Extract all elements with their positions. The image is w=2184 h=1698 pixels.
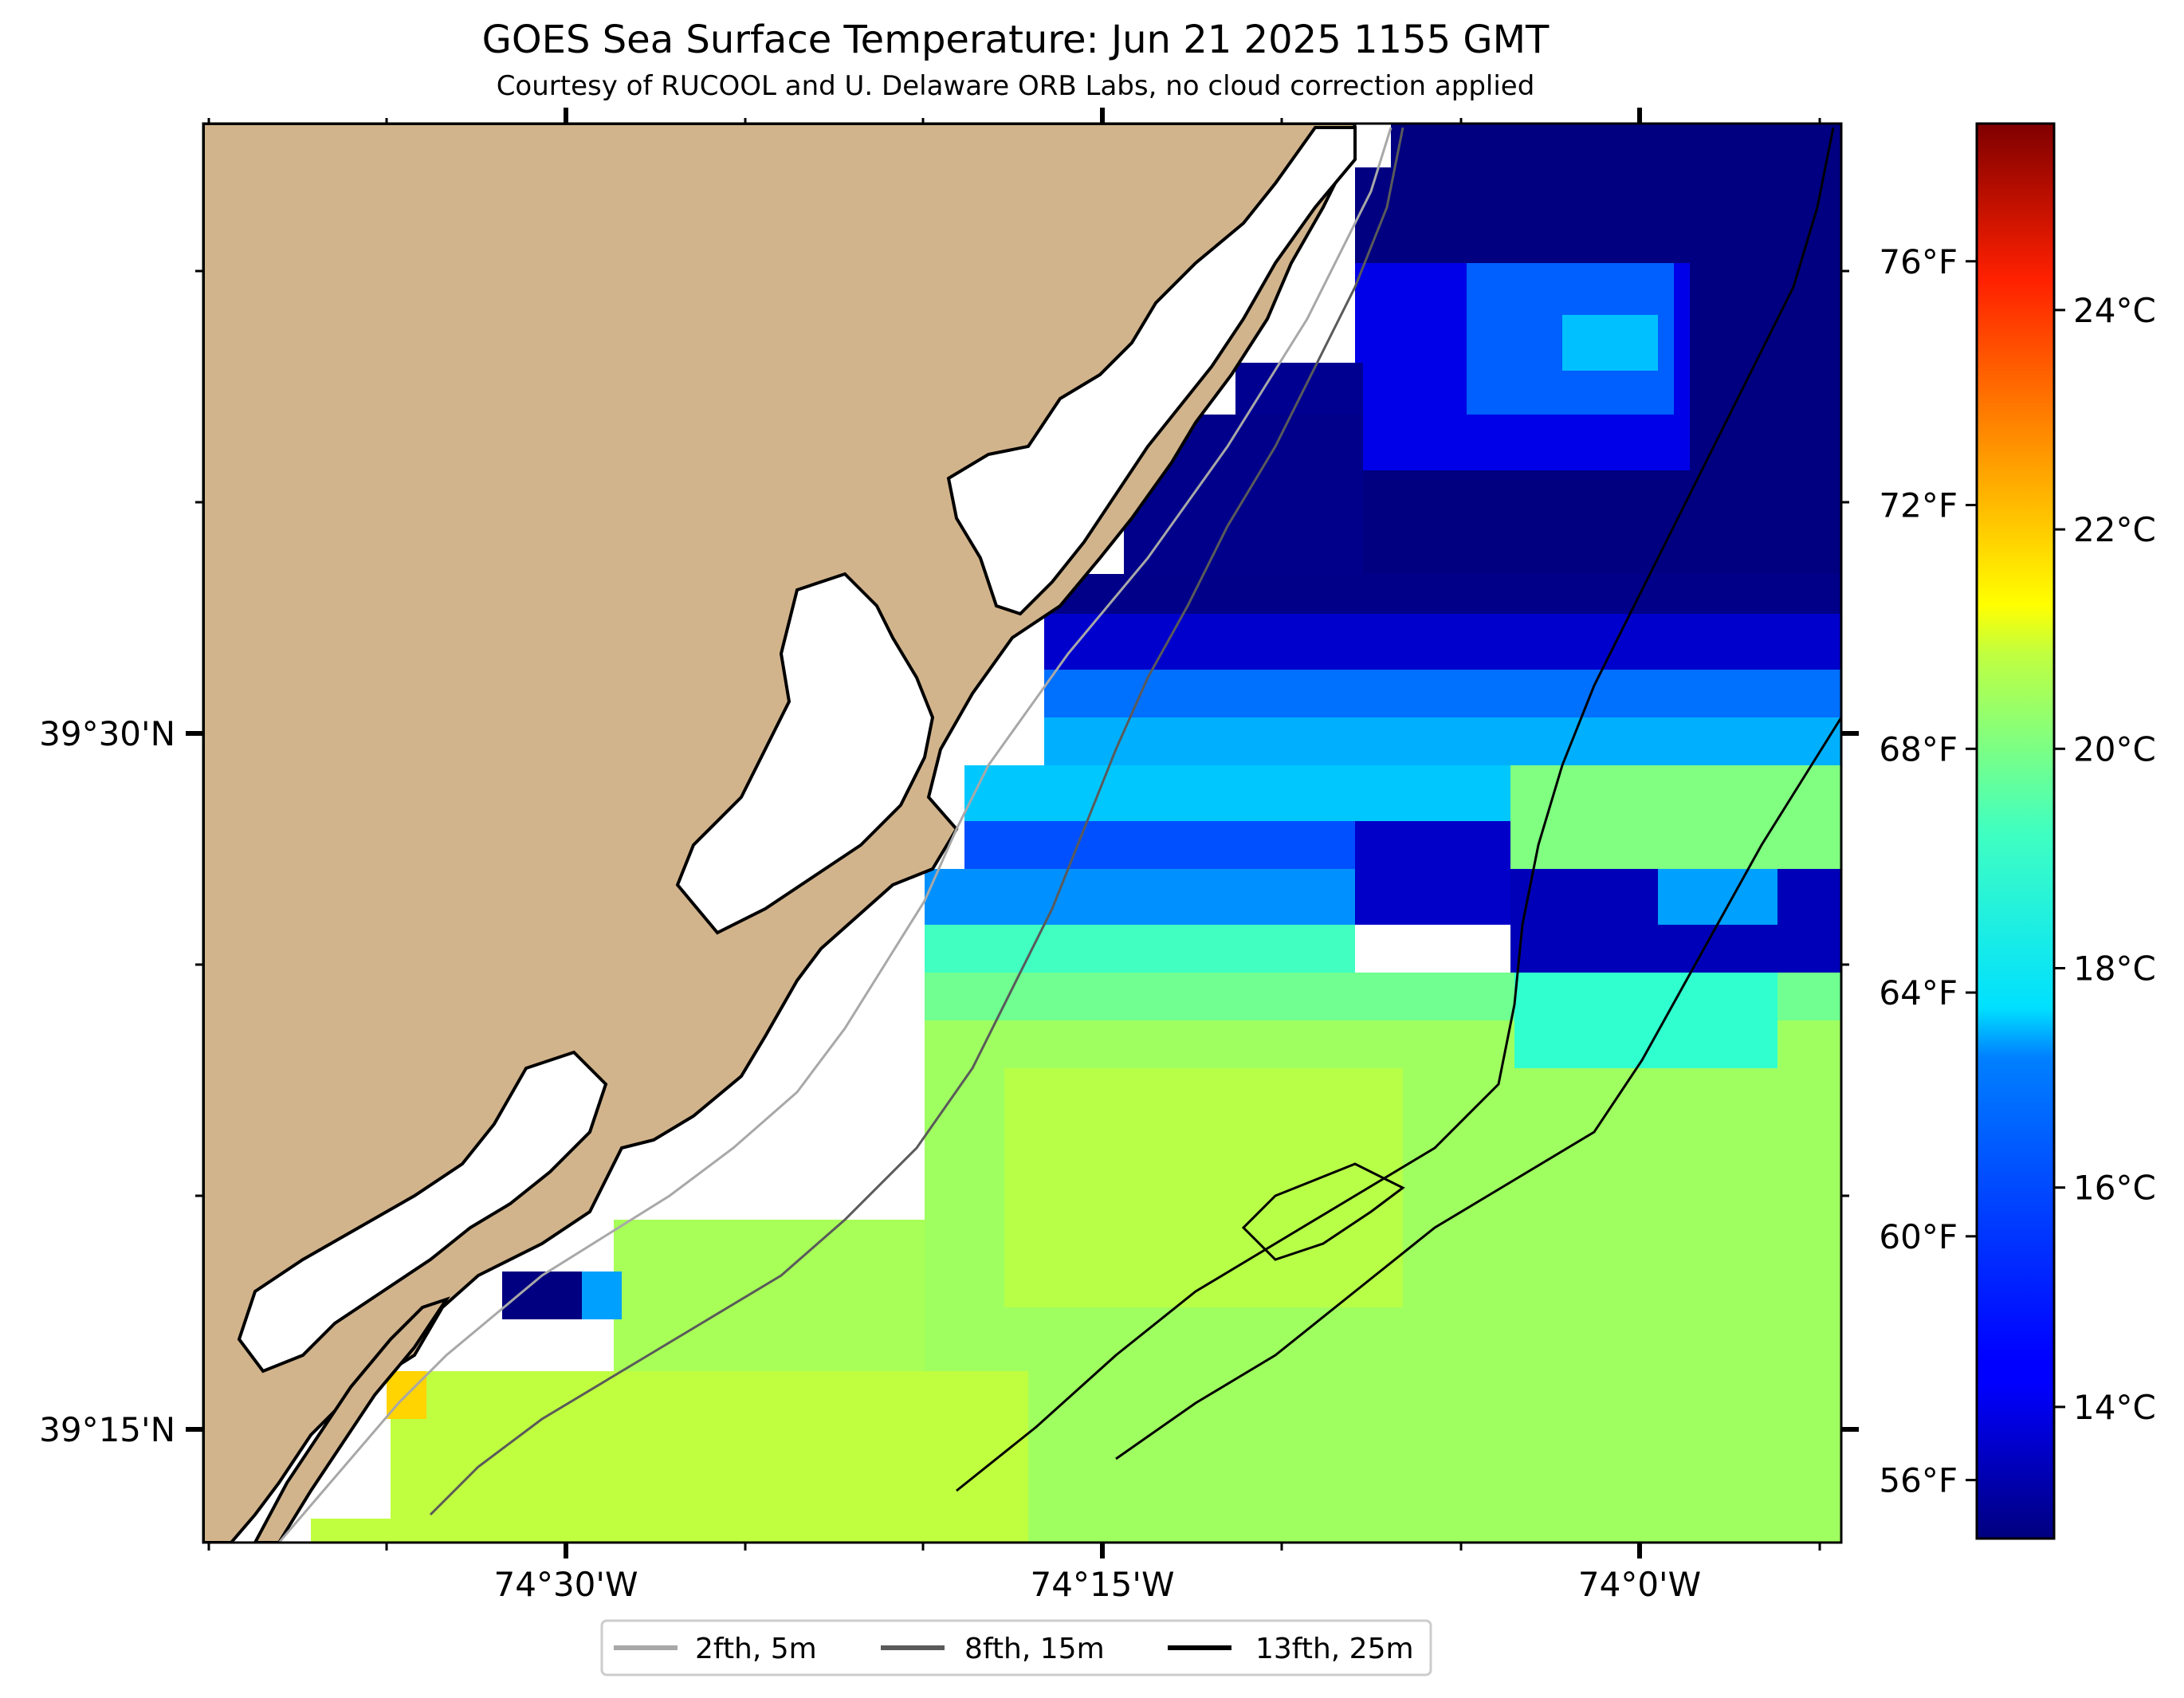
sst-region-north-core-spot [1562, 315, 1658, 371]
y-tick-label: 39°15'N [39, 1410, 175, 1449]
colorbar [1975, 122, 2056, 1540]
y-axis-ticks [186, 731, 1859, 1432]
x-axis-minor-ticks [207, 118, 1821, 1551]
colorbar-fahrenheit-label: 76°F [1879, 242, 1958, 281]
x-tick-label: 74°0'W [1578, 1565, 1701, 1604]
marsh-bay-north [946, 126, 1357, 616]
sst-region-mid-band-b [1044, 717, 1841, 773]
colorbar-celsius-label: 24°C [2073, 291, 2156, 330]
legend-box [600, 1619, 1432, 1676]
colorbar-fahrenheit-label: 64°F [1879, 973, 1958, 1012]
colorbar-fahrenheit-label: 68°F [1879, 729, 1958, 768]
y-axis-minor-ticks [195, 269, 1849, 1197]
sst-region-south-edge [311, 1519, 391, 1543]
isobath-13fth-b [1115, 717, 1841, 1460]
sst-region-south-warm [391, 1371, 1028, 1543]
sst-region-southwest-cyan [582, 1272, 622, 1319]
sst-region-mid-band-e [1355, 821, 1514, 925]
colorbar-fahrenheit-label: 56°F [1879, 1461, 1958, 1500]
isobath-lines [277, 127, 1841, 1543]
colorbar-celsius-label: 20°C [2073, 729, 2156, 768]
sst-region-mid-north-band [1044, 614, 1841, 670]
colorbar-fahrenheit-label: 72°F [1879, 486, 1958, 525]
marsh-bay-south [237, 1050, 608, 1374]
isobath-13fth-c [1241, 1162, 1405, 1261]
sst-region-mid-band-g [925, 925, 1355, 973]
colorbar-celsius-label: 16°C [2073, 1169, 2156, 1208]
sst-region-southwest-cold [502, 1272, 582, 1319]
colorbar-celsius-label: 22°C [2073, 510, 2156, 549]
x-tick-label: 74°15'W [1031, 1565, 1175, 1604]
cloud-gap-shelf [877, 973, 925, 1204]
sst-region-central-warm [1004, 1068, 1403, 1307]
legend-label-8fth: 8fth, 15m [964, 1633, 1105, 1665]
marsh-bay-central [675, 572, 935, 935]
colorbar-celsius-label: 14°C [2073, 1388, 2156, 1427]
x-axis-ticks [564, 108, 1642, 1558]
legend-label-13fth: 13fth, 25m [1255, 1633, 1414, 1665]
isobath-2fth [277, 127, 1392, 1543]
colorbar-ticks: 24°C 22°C 20°C 18°C 16°C 14°C 76°F 72°F 68°F 64°F… [1879, 242, 2155, 1500]
sst-region-east-mid [1510, 765, 1841, 869]
colorbar-fahrenheit-label: 60°F [1879, 1217, 1958, 1256]
isobath-13fth [956, 127, 1835, 1492]
colorbar-celsius-label: 18°C [2073, 949, 2156, 988]
barrier-island-south [253, 1296, 450, 1543]
map-subtitle: Courtesy of RUCOOL and U. Delaware ORB L… [496, 70, 1535, 102]
plot-frame [202, 122, 1843, 1544]
sst-region-east-cold-inner [1658, 869, 1777, 925]
sst-pixel-field [311, 124, 1841, 1543]
legend-label-2fth: 2fth, 5m [695, 1633, 817, 1665]
isobath-8fth [429, 127, 1404, 1516]
y-tick-label: 39°30'N [39, 714, 175, 753]
sst-region-mid-band-a [1044, 670, 1841, 717]
map-title: GOES Sea Surface Temperature: Jun 21 202… [481, 18, 1550, 62]
x-tick-label: 74°30'W [494, 1565, 638, 1604]
